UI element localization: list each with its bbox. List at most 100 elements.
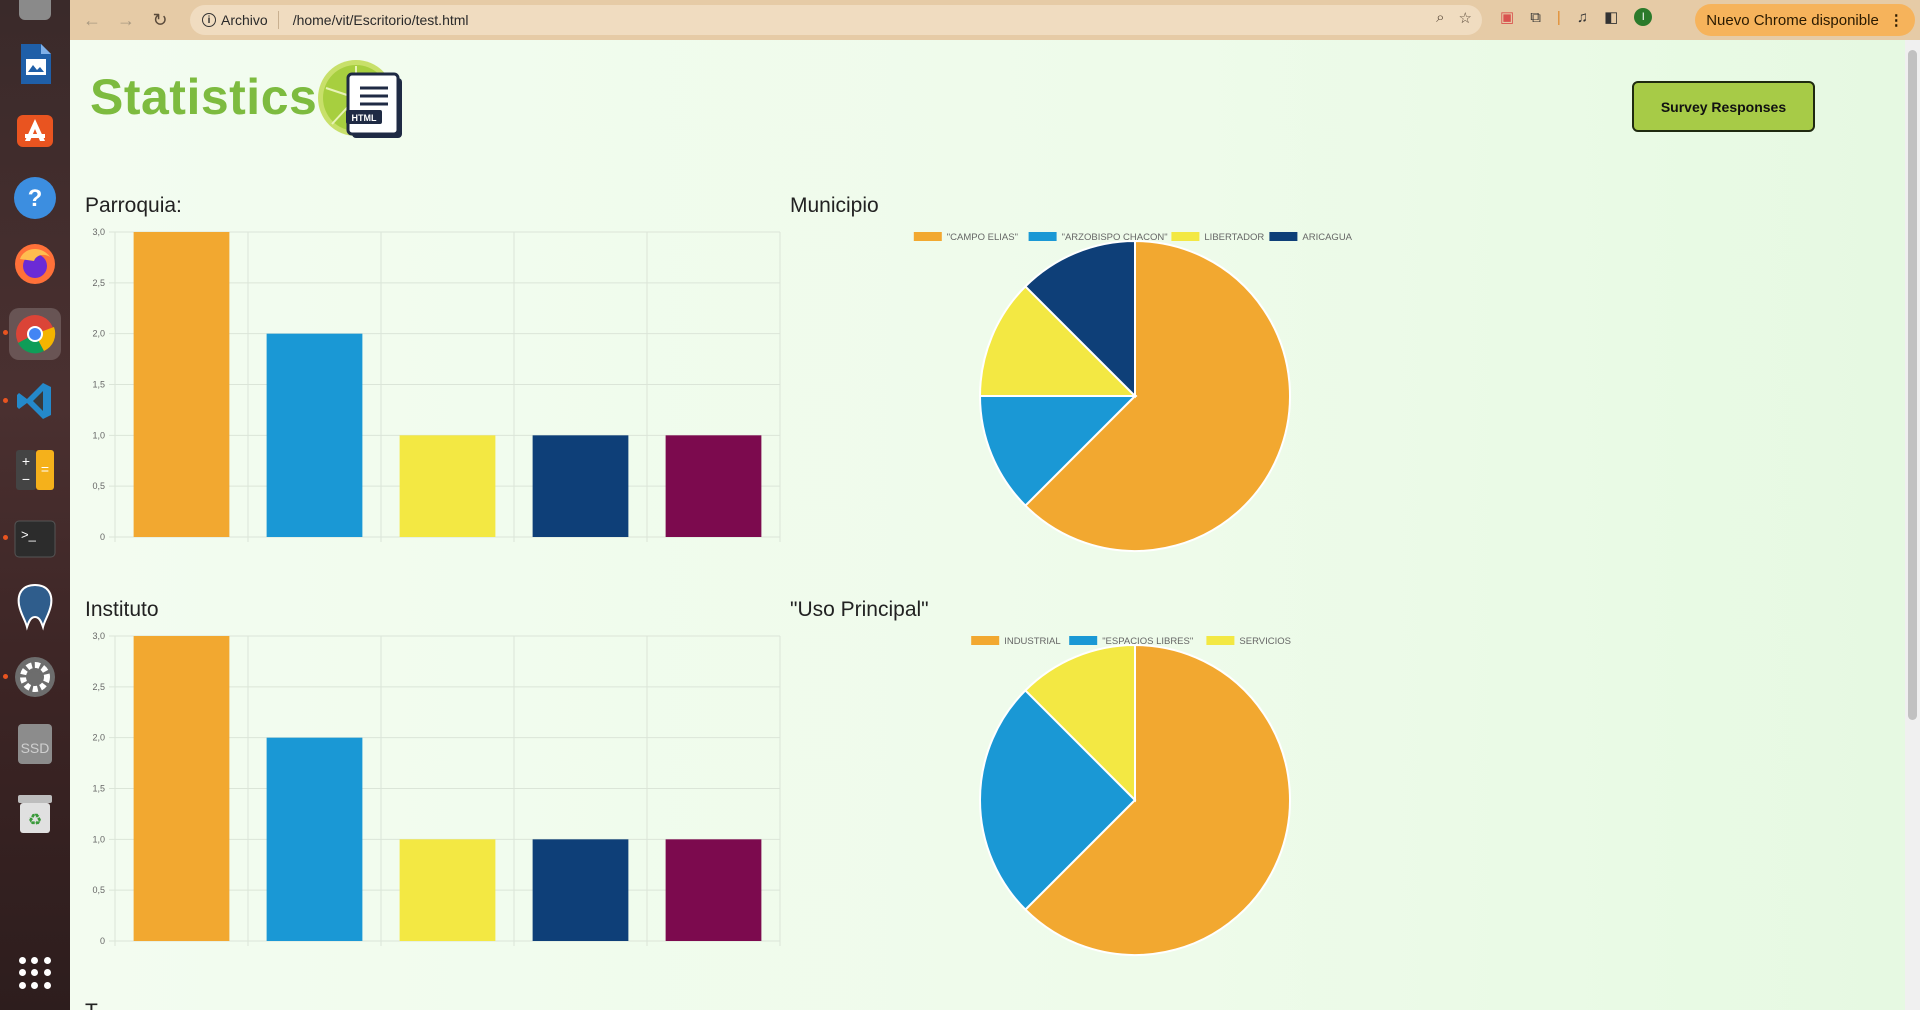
url-text[interactable]: /home/vit/Escritorio/test.html: [292, 12, 469, 28]
partial-dock-icon[interactable]: [9, 0, 61, 30]
legend-swatch: [971, 636, 1000, 645]
zoom-icon[interactable]: ⌕: [1436, 9, 1445, 26]
bar: [665, 435, 762, 537]
address-bar[interactable]: i Archivo /home/vit/Escritorio/test.html…: [190, 5, 1482, 35]
pie-slice: [978, 284, 1138, 397]
bar: [665, 839, 762, 941]
uso-principal-pie-chart: INDUSTRIAL "ESPACIOS LIBRES" SERVICIOS: [971, 636, 1291, 956]
update-chrome-button[interactable]: Nuevo Chrome disponible ⋮: [1695, 4, 1915, 36]
legend-label: SERVICIOS: [1239, 636, 1291, 647]
y-tick-label: 1,5: [92, 380, 105, 390]
parroquia-bar-chart: 00,51,01,52,02,53,0"PQ. LA MESA""PQ. MON…: [92, 227, 781, 542]
ubuntu-dock: ? + − = >_ SSD ♻: [0, 0, 70, 1010]
vscode-icon[interactable]: [9, 375, 61, 427]
terminal-icon[interactable]: >_: [9, 513, 61, 565]
libreoffice-writer-icon[interactable]: [9, 38, 61, 90]
pie-slice: [1023, 239, 1136, 399]
pie-slice: [1023, 239, 1291, 552]
instituto-bar-chart: 00,51,01,52,02,53,0MSUCREMVBFUNDALANAVIA…: [92, 631, 781, 946]
bar: [532, 839, 629, 941]
svg-text:−: −: [22, 471, 30, 487]
y-tick-label: 3,0: [92, 227, 105, 237]
legend-label: "ARZOBISPO CHACON": [1062, 232, 1168, 243]
profile-avatar[interactable]: I: [1634, 8, 1653, 26]
logo: Statistics HTML: [90, 58, 402, 158]
svg-text:HTML: HTML: [352, 113, 377, 123]
uso-principal-title: "Uso Principal": [790, 598, 929, 621]
chrome-icon[interactable]: [9, 308, 61, 360]
y-tick-label: 0,5: [92, 885, 105, 895]
y-tick-label: 2,0: [92, 733, 105, 743]
svg-text:+: +: [22, 453, 30, 469]
trash-icon[interactable]: ♻: [9, 788, 61, 840]
y-tick-label: 0: [100, 936, 105, 946]
firefox-icon[interactable]: [9, 238, 61, 290]
y-tick-label: 0,5: [92, 481, 105, 491]
legend-swatch: [1028, 232, 1057, 241]
calculator-icon[interactable]: + − =: [9, 444, 61, 496]
pie-slice: [1023, 643, 1136, 803]
app-center-icon[interactable]: [9, 103, 61, 155]
running-indicator: [3, 398, 8, 403]
legend-label: "ESPACIOS LIBRES": [1102, 636, 1193, 647]
legend-label: INDUSTRIAL: [1004, 636, 1060, 647]
y-tick-label: 3,0: [92, 631, 105, 641]
scrollbar-thumb[interactable]: [1908, 50, 1917, 720]
settings-icon[interactable]: [9, 651, 61, 703]
legend-label: ARICAGUA: [1302, 232, 1352, 243]
page-scrollbar[interactable]: [1905, 40, 1920, 1010]
y-tick-label: 1,0: [92, 834, 105, 844]
y-tick-label: 2,0: [92, 329, 105, 339]
media-controls-icon[interactable]: ♫: [1576, 8, 1589, 26]
legend-swatch: [1069, 636, 1098, 645]
forward-icon[interactable]: →: [117, 9, 135, 30]
pie-slice: [978, 688, 1137, 912]
back-icon[interactable]: ←: [83, 9, 101, 30]
divider: |: [1556, 8, 1561, 26]
y-tick-label: 2,5: [92, 682, 105, 692]
legend-swatch: [1206, 636, 1235, 645]
svg-text:♻: ♻: [28, 812, 42, 829]
bar: [133, 232, 230, 537]
side-panel-icon[interactable]: ◧: [1604, 9, 1619, 26]
site-info-chip[interactable]: i Archivo: [202, 11, 279, 29]
menu-kebab-icon: ⋮: [1888, 12, 1904, 29]
bookmark-star-icon[interactable]: ☆: [1458, 10, 1472, 27]
legend-label: "CAMPO ELIAS": [947, 232, 1018, 243]
extension-puzzle-red-icon[interactable]: ▣: [1500, 9, 1515, 26]
survey-responses-button[interactable]: Survey Responses: [1632, 81, 1815, 132]
update-label: Nuevo Chrome disponible: [1706, 11, 1879, 29]
page-viewport: Statistics HTML Survey Responses Parroqu…: [70, 40, 1905, 1010]
bar: [532, 435, 629, 537]
bar: [266, 737, 363, 941]
bar: [399, 435, 496, 537]
instituto-title: Instituto: [85, 598, 159, 621]
pie-slice: [1023, 643, 1291, 956]
ssd-drive-icon[interactable]: SSD: [9, 718, 61, 770]
reload-icon[interactable]: ↻: [152, 9, 168, 30]
legend-swatch: [1269, 232, 1298, 241]
municipio-pie-chart: "CAMPO ELIAS" "ARZOBISPO CHACON" LIBERTADO…: [913, 232, 1353, 552]
parroquia-title: Parroquia:: [85, 194, 182, 217]
help-icon[interactable]: ?: [9, 172, 61, 224]
browser-toolbar: ← → ↻ i Archivo /home/vit/Escritorio/tes…: [70, 0, 1920, 40]
pie-slice: [978, 395, 1138, 508]
extensions-icon[interactable]: ⧉: [1530, 8, 1541, 26]
running-indicator: [3, 330, 8, 335]
bar: [399, 839, 496, 941]
show-apps-icon[interactable]: [19, 957, 51, 989]
info-icon: i: [202, 13, 216, 27]
pgadmin-icon[interactable]: [9, 580, 61, 632]
svg-text:?: ?: [28, 185, 43, 212]
legend-swatch: [913, 232, 942, 241]
y-tick-label: 1,5: [92, 784, 105, 794]
y-tick-label: 0: [100, 532, 105, 542]
legend-swatch: [1171, 232, 1200, 241]
logo-text: Statistics: [90, 69, 318, 125]
bar: [133, 636, 230, 941]
running-indicator: [3, 674, 8, 679]
next-section-title: T: [85, 1000, 98, 1010]
municipio-title: Municipio: [790, 194, 879, 217]
lime-html-logo-icon: HTML: [318, 60, 402, 138]
svg-text:SSD: SSD: [21, 740, 50, 756]
